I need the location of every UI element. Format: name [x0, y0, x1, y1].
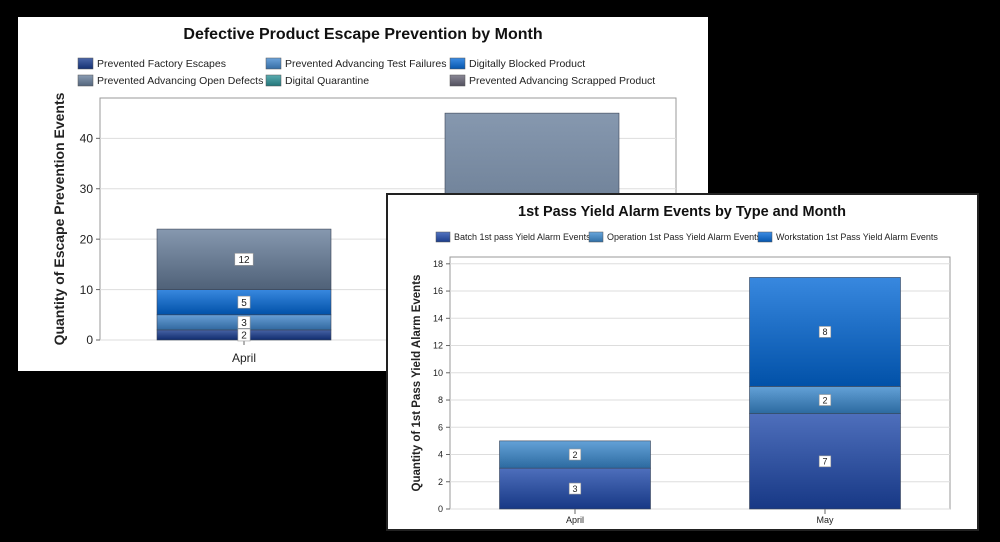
tick-label-y-10: 10	[80, 283, 94, 297]
data-label-box-april-operation-1st-pass-yield-alarm-events	[568, 448, 582, 461]
yield-alarm-chart-panel: 1st Pass Yield Alarm Events by Type and …	[386, 193, 979, 531]
legend-label-digitally-blocked-product: Digitally Blocked Product	[469, 58, 585, 70]
data-label-april-batch-1st-pass-yield-alarm-events: 3	[572, 484, 577, 494]
data-label-may-operation-1st-pass-yield-alarm-events: 2	[822, 395, 827, 405]
tick-label-y-2: 2	[438, 477, 443, 487]
legend-label-workstation-1st-pass-yield-alarm-events: Workstation 1st Pass Yield Alarm Events	[776, 232, 938, 242]
data-label-april-prevented-advancing-test-failures: 3	[241, 318, 247, 329]
tick-label-y-30: 30	[80, 182, 94, 196]
legend-swatch-prevented-advancing-scrapped-product	[449, 74, 466, 87]
legend-swatch-workstation-1st-pass-yield-alarm-events	[757, 231, 773, 243]
tick-label-y-16: 16	[433, 286, 443, 296]
data-label-april-operation-1st-pass-yield-alarm-events: 2	[572, 450, 577, 460]
category-label-april: April	[232, 351, 256, 365]
data-label-april-prevented-advancing-open-defects: 12	[238, 255, 250, 266]
legend-swatch-prevented-advancing-test-failures	[265, 57, 282, 70]
category-label-april: April	[566, 515, 584, 525]
chart-title: Defective Product Escape Prevention by M…	[183, 26, 542, 43]
data-label-box-april-prevented-advancing-open-defects	[234, 253, 254, 266]
data-label-box-may-operation-1st-pass-yield-alarm-events	[818, 394, 832, 406]
tick-label-y-0: 0	[86, 333, 93, 347]
legend-swatch-batch-1st-pass-yield-alarm-events	[435, 231, 451, 243]
category-label-may: May	[816, 515, 834, 525]
legend-swatch-prevented-factory-escapes	[77, 57, 94, 70]
legend-swatch-operation-1st-pass-yield-alarm-events	[588, 231, 604, 243]
tick-label-y-12: 12	[433, 341, 443, 351]
data-label-april-prevented-factory-escapes: 2	[241, 331, 247, 342]
data-label-may-batch-1st-pass-yield-alarm-events: 7	[822, 457, 827, 467]
legend-swatch-digital-quarantine	[265, 74, 282, 87]
chart-title: 1st Pass Yield Alarm Events by Type and …	[518, 204, 846, 220]
tick-label-y-14: 14	[433, 313, 443, 323]
legend-label-prevented-advancing-open-defects: Prevented Advancing Open Defects	[97, 75, 263, 87]
legend-swatch-prevented-advancing-open-defects	[77, 74, 94, 87]
legend-label-prevented-factory-escapes: Prevented Factory Escapes	[97, 58, 226, 70]
tick-label-y-10: 10	[433, 368, 443, 378]
tick-label-y-0: 0	[438, 504, 443, 514]
data-label-box-april-prevented-advancing-test-failures	[237, 316, 251, 329]
data-label-box-april-digitally-blocked-product	[237, 295, 251, 309]
y-axis-label: Quantity of Escape Prevention Events	[51, 92, 67, 345]
legend-label-prevented-advancing-scrapped-product: Prevented Advancing Scrapped Product	[469, 75, 655, 87]
data-label-box-april-prevented-factory-escapes	[237, 328, 251, 342]
legend-label-prevented-advancing-test-failures: Prevented Advancing Test Failures	[285, 58, 446, 70]
tick-label-y-8: 8	[438, 395, 443, 405]
legend-label-digital-quarantine: Digital Quarantine	[285, 75, 369, 87]
tick-label-y-20: 20	[80, 232, 94, 246]
y-axis-label: Quantity of 1st Pass Yield Alarm Events	[411, 275, 423, 492]
tick-label-y-40: 40	[80, 132, 94, 146]
tick-label-y-18: 18	[433, 259, 443, 269]
legend-swatch-digitally-blocked-product	[449, 57, 466, 70]
legend-label-operation-1st-pass-yield-alarm-events: Operation 1st Pass Yield Alarm Events	[607, 232, 762, 242]
data-label-may-workstation-1st-pass-yield-alarm-events: 8	[822, 327, 827, 337]
tick-label-y-4: 4	[438, 450, 443, 460]
data-label-box-may-workstation-1st-pass-yield-alarm-events	[818, 326, 832, 338]
yield-alarm-chart: 1st Pass Yield Alarm Events by Type and …	[411, 204, 951, 525]
legend-label-batch-1st-pass-yield-alarm-events: Batch 1st pass Yield Alarm Events	[454, 232, 591, 242]
data-label-april-digitally-blocked-product: 5	[241, 298, 247, 309]
data-label-box-april-batch-1st-pass-yield-alarm-events	[568, 482, 582, 495]
tick-label-y-6: 6	[438, 422, 443, 432]
data-label-box-may-batch-1st-pass-yield-alarm-events	[818, 455, 832, 468]
